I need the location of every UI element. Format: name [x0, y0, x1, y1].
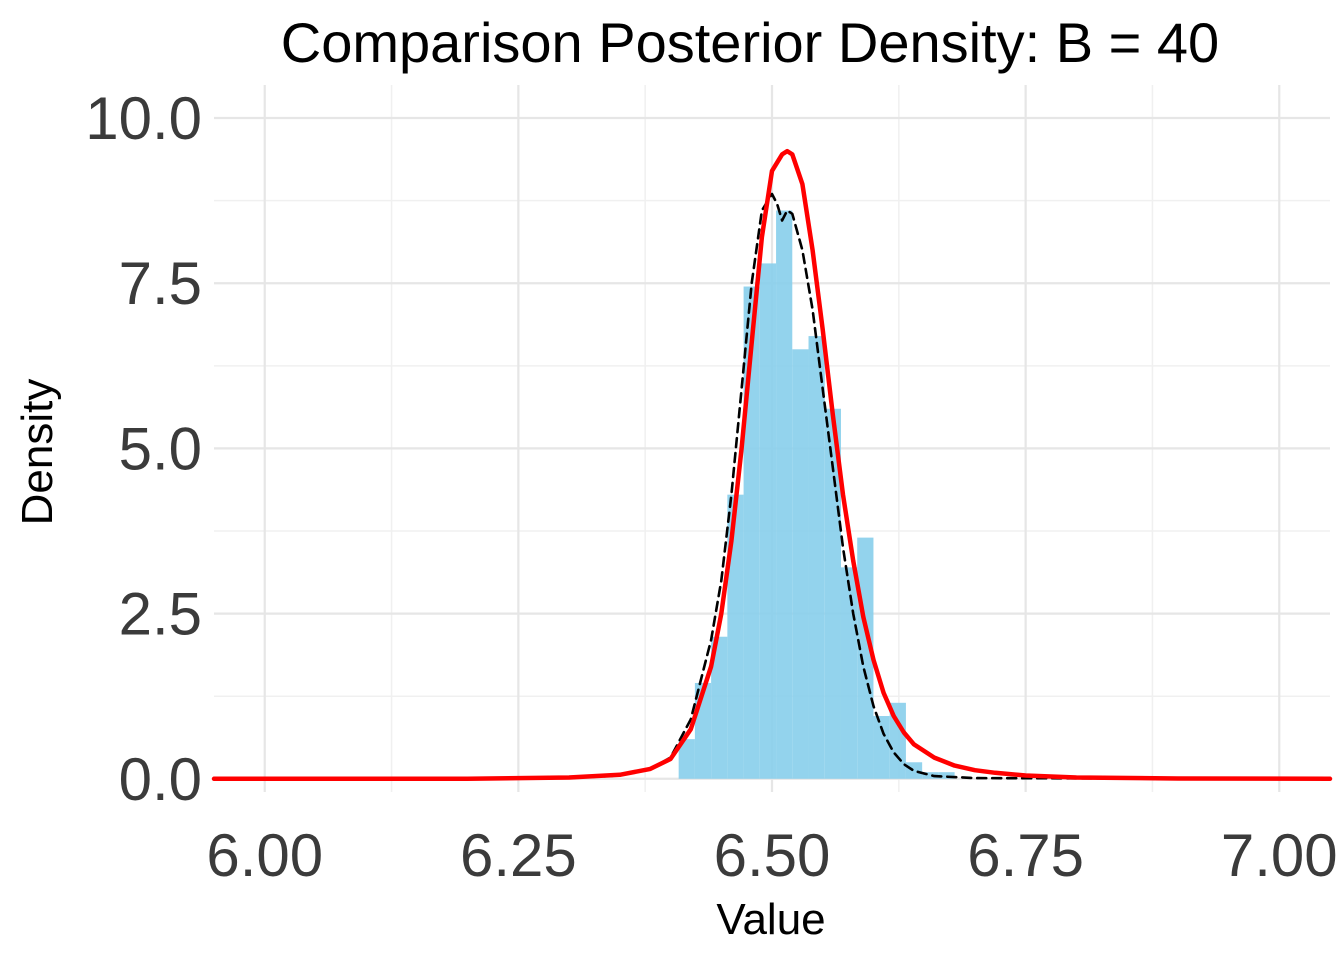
- histogram-bar: [792, 349, 809, 779]
- x-tick-label: 7.00: [1221, 822, 1338, 889]
- y-tick-label: 7.5: [119, 250, 202, 317]
- histogram-bars: [678, 210, 955, 779]
- y-tick-label: 10.0: [85, 85, 202, 152]
- y-axis-tick-labels: 0.0 2.5 5.0 7.5 10.0: [85, 85, 202, 813]
- histogram-bar: [743, 286, 760, 779]
- y-tick-label: 0.0: [119, 746, 202, 813]
- x-tick-label: 6.25: [460, 822, 577, 889]
- histogram-bar: [678, 739, 695, 779]
- histogram-bar: [922, 772, 939, 779]
- y-tick-label: 5.0: [119, 415, 202, 482]
- histogram-bar: [905, 762, 923, 779]
- solid-density-line: [211, 148, 1333, 782]
- histogram-bar: [889, 702, 906, 779]
- y-axis-title: Density: [13, 379, 62, 526]
- histogram-bar: [840, 567, 858, 779]
- histogram-bar: [711, 636, 728, 779]
- x-tick-label: 6.75: [967, 822, 1084, 889]
- x-tick-label: 6.50: [714, 822, 831, 889]
- x-axis-tick-labels: 6.00 6.25 6.50 6.75 7.00: [206, 822, 1337, 889]
- dashed-density-line: [212, 192, 1332, 781]
- histogram-bar: [938, 772, 955, 779]
- x-axis-title: Value: [716, 895, 825, 944]
- histogram-bar: [759, 263, 777, 779]
- y-tick-label: 2.5: [119, 581, 202, 648]
- chart-title: Comparison Posterior Density: B = 40: [281, 11, 1219, 74]
- histogram-bar: [873, 716, 890, 779]
- histogram-bar: [776, 210, 793, 779]
- histogram-bar: [808, 336, 825, 779]
- x-tick-label: 6.00: [206, 822, 323, 889]
- histogram-bar: [727, 494, 744, 779]
- density-curves: [211, 148, 1333, 782]
